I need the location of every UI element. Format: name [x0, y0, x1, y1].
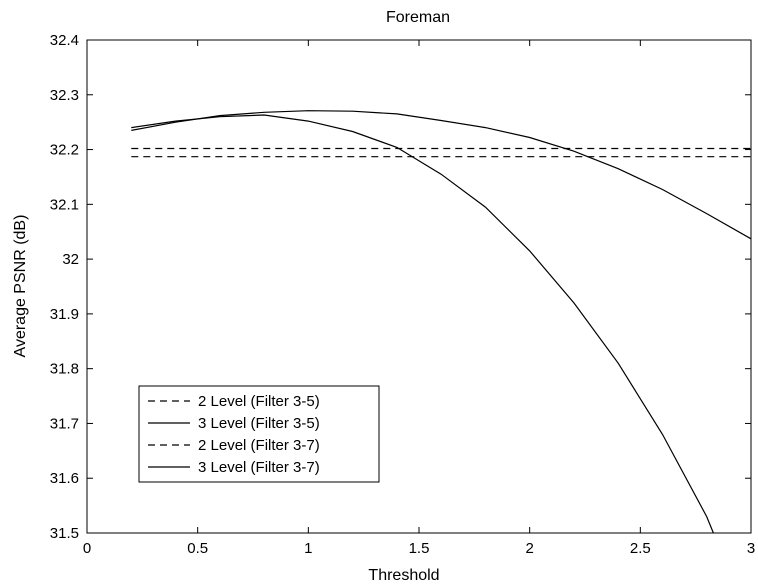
y-tick-label: 31.7 — [50, 415, 79, 432]
y-tick-label: 31.5 — [50, 525, 79, 542]
y-tick-label: 32.4 — [50, 32, 79, 49]
y-axis-label: Average PSNR (dB) — [12, 215, 29, 358]
series-line — [131, 110, 752, 240]
axis-ticks — [86, 39, 752, 534]
chart-title: Foreman — [386, 9, 450, 26]
x-axis-label: Threshold — [368, 567, 439, 584]
series-lines — [131, 110, 752, 534]
legend-label: 3 Level (Filter 3-5) — [198, 415, 320, 432]
axis-tick-labels: 0 0.5 1 1.5 2 2.5 3 31.5 31.6 31.7 31.8 31.9 32 32.1 3… — [50, 32, 755, 557]
x-tick-label: 0 — [83, 540, 91, 557]
y-tick-label: 31.9 — [50, 306, 79, 323]
y-tick-label: 32.1 — [50, 196, 79, 213]
legend-box — [138, 385, 380, 483]
x-tick-label: 2 — [525, 540, 533, 557]
y-tick-label: 31.8 — [50, 361, 79, 378]
y-tick-label: 31.6 — [50, 470, 79, 487]
x-tick-label: 2.5 — [630, 540, 651, 557]
legend-label: 2 Level (Filter 3-7) — [198, 437, 320, 454]
y-tick-label: 32.3 — [50, 87, 79, 104]
x-tick-label: 3 — [747, 540, 755, 557]
legend-label: 2 Level (Filter 3-5) — [198, 393, 320, 410]
y-tick-label: 32.2 — [50, 142, 79, 159]
legend-label: 3 Level (Filter 3-7) — [198, 459, 320, 476]
x-tick-label: 1.5 — [409, 540, 430, 557]
y-tick-label: 32 — [62, 251, 79, 268]
x-tick-label: 1 — [304, 540, 312, 557]
series-line — [131, 114, 714, 534]
x-tick-label: 0.5 — [187, 540, 208, 557]
chart-legend: 2 Level (Filter 3-5) 3 Level (Filter 3-5)… — [138, 385, 380, 483]
